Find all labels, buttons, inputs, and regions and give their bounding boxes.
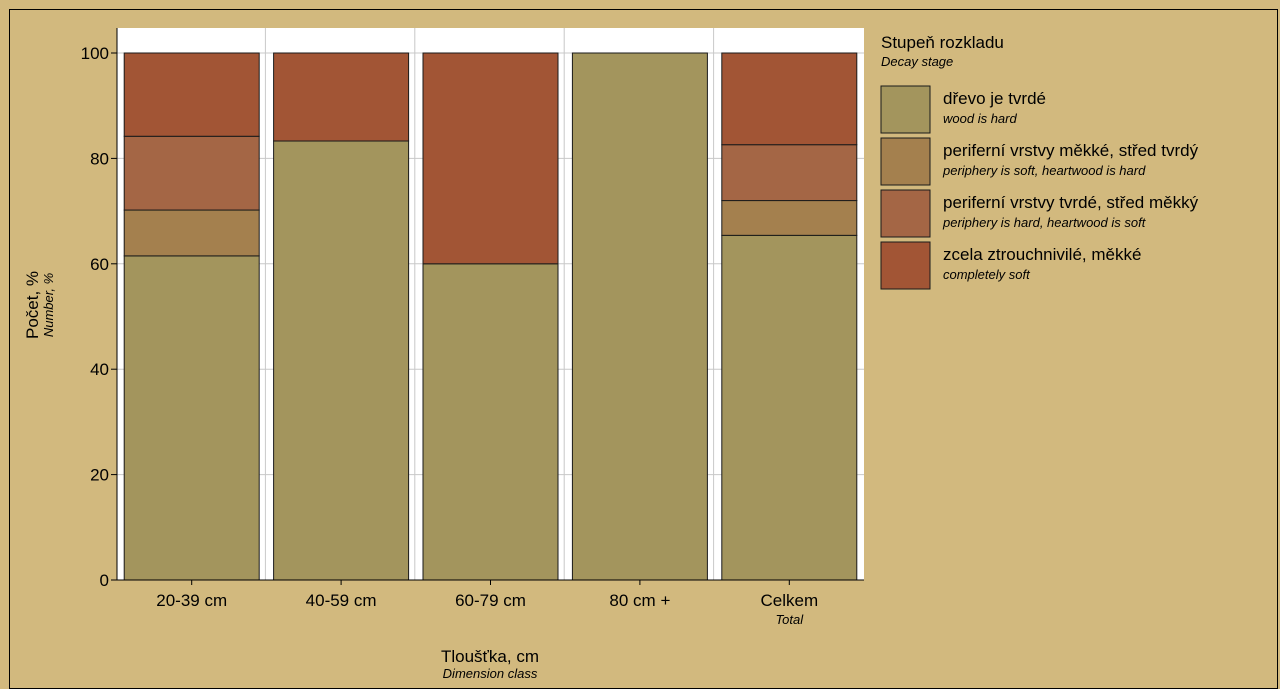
y-tick-label: 80: [90, 149, 109, 168]
legend: dřevo je tvrdé wood is hard periferní vrst…: [880, 85, 1199, 290]
bar-segment: [721, 200, 858, 236]
bar-segment: [123, 52, 260, 137]
x-axis-subtitle: Dimension class: [443, 666, 538, 681]
bar-segment: [721, 234, 858, 581]
x-tick-label: 40-59 cm: [306, 591, 377, 610]
legend-label: periferní vrstvy tvrdé, střed měkký: [943, 193, 1199, 212]
bars-group: [123, 52, 858, 581]
bar-segment: [123, 209, 260, 257]
bar-segment: [273, 140, 410, 581]
bar-segment: [123, 135, 260, 211]
bar-segment: [721, 144, 858, 202]
legend-sublabel: periphery is hard, heartwood is soft: [942, 215, 1147, 230]
y-tick-label: 60: [90, 255, 109, 274]
y-tick-labels: 0 20 40 60 80 100: [81, 44, 117, 590]
legend-swatch: [880, 85, 931, 134]
x-tick-label: 20-39 cm: [156, 591, 227, 610]
legend-swatch: [880, 189, 931, 238]
bar-segment: [571, 52, 708, 581]
x-tick-label: 80 cm +: [609, 591, 670, 610]
legend-swatch: [880, 137, 931, 186]
legend-title: Stupeň rozkladu: [881, 33, 1004, 52]
legend-label: periferní vrstvy měkké, střed tvrdý: [943, 141, 1199, 160]
legend-label: zcela ztrouchnivilé, měkké: [943, 245, 1141, 264]
y-tick-label: 40: [90, 360, 109, 379]
x-tick-labels: 20-39 cm 40-59 cm 60-79 cm 80 cm + Celkem Tot…: [156, 580, 818, 627]
x-tick-sublabel: Total: [775, 612, 804, 627]
x-tick-label: Celkem: [760, 591, 818, 610]
y-tick-label: 0: [100, 571, 109, 590]
y-axis-subtitle: Number, %: [41, 273, 56, 337]
y-axis-title: Počet, %: [23, 271, 42, 339]
bar-segment: [273, 52, 410, 142]
x-axis-title: Tloušťka, cm: [441, 647, 539, 666]
legend-subtitle: Decay stage: [881, 54, 953, 69]
legend-swatch: [880, 241, 931, 290]
x-tick-label: 60-79 cm: [455, 591, 526, 610]
bar-segment: [123, 255, 260, 581]
y-tick-label: 100: [81, 44, 109, 63]
legend-label: dřevo je tvrdé: [943, 89, 1046, 108]
legend-sublabel: periphery is soft, heartwood is hard: [942, 163, 1146, 178]
y-tick-label: 20: [90, 466, 109, 485]
legend-sublabel: wood is hard: [943, 111, 1017, 126]
legend-sublabel: completely soft: [943, 267, 1031, 282]
bar-segment: [721, 52, 858, 146]
bar-segment: [422, 52, 559, 265]
bar-segment: [422, 263, 559, 581]
